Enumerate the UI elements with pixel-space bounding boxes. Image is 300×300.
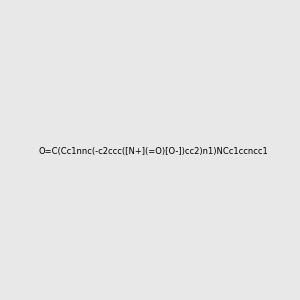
Text: O=C(Cc1nnc(-c2ccc([N+](=O)[O-])cc2)n1)NCc1ccncc1: O=C(Cc1nnc(-c2ccc([N+](=O)[O-])cc2)n1)NC… — [39, 147, 268, 156]
